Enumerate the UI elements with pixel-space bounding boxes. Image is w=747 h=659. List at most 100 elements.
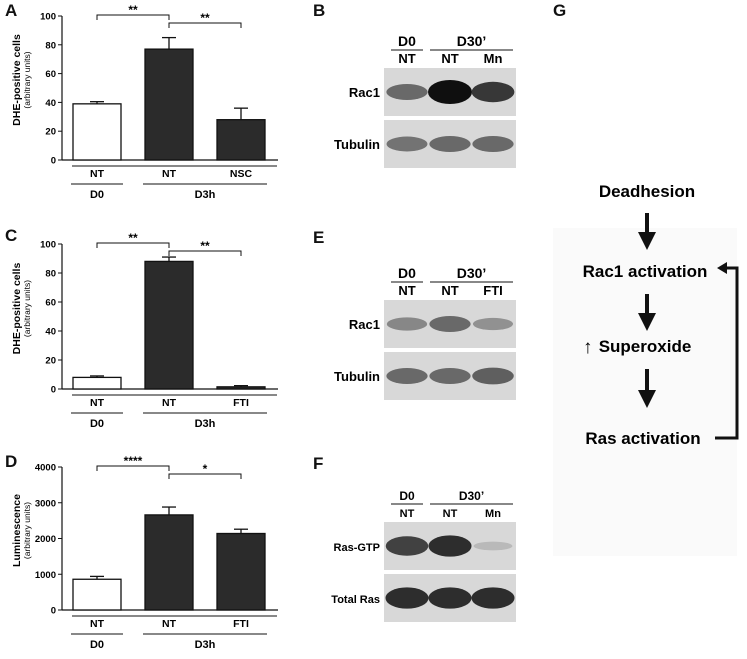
blot-band — [386, 317, 428, 331]
blot-band — [428, 535, 472, 557]
blot-band — [428, 80, 472, 104]
y-tick-label: 20 — [45, 356, 56, 367]
blot-band — [386, 84, 428, 100]
blot-band — [429, 136, 471, 152]
bar — [216, 119, 266, 161]
panel-label-g: G — [553, 1, 567, 20]
blot-band — [472, 317, 514, 331]
blot-band — [386, 368, 428, 384]
x-tick-label: NT — [90, 168, 105, 180]
step-ras-activation: Ras activation — [585, 429, 700, 448]
step-rac1-activation: Rac1 activation — [583, 262, 708, 281]
bar — [72, 376, 122, 390]
significance-label: ** — [128, 3, 138, 17]
blot-header-label: D0 — [398, 33, 416, 49]
significance-bracket — [168, 473, 242, 479]
x-tick-label: NT — [162, 397, 177, 409]
significance-label: * — [203, 462, 208, 476]
blot-lane-label: NT — [441, 283, 458, 298]
blot-band — [472, 367, 514, 385]
panel-label-d: D — [5, 452, 18, 471]
blot-lane-label: Mn — [485, 508, 501, 520]
significance-label: ** — [200, 239, 210, 253]
y-tick-label: 20 — [45, 127, 56, 138]
blot-row-label: Tubulin — [334, 369, 380, 384]
blot-band — [429, 368, 471, 384]
panel-label-c: C — [5, 226, 18, 245]
blot-row-label: Total Ras — [331, 594, 380, 606]
panel-label-a: A — [5, 1, 18, 20]
blot-lane-label: NT — [441, 51, 458, 66]
y-tick-label: 60 — [45, 298, 56, 309]
blot-band — [385, 587, 429, 609]
y-tick-label: 40 — [45, 98, 56, 109]
significance-label: **** — [124, 454, 143, 468]
x-tick-label: NT — [90, 397, 105, 409]
western-blot-e: D0 D30’ NT NT FTI Rac1 Tubulin — [334, 265, 516, 400]
y-tick-label: 3000 — [35, 498, 56, 509]
blot-row-label: Ras-GTP — [334, 542, 380, 554]
y-tick-label: 2000 — [35, 534, 56, 545]
arrow-down-icon — [638, 213, 656, 250]
group-label: D3h — [195, 189, 216, 201]
y-axis-label: DHE-positive cells — [11, 34, 23, 126]
blot-lane-label: NT — [400, 508, 415, 520]
y-tick-label: 60 — [45, 69, 56, 80]
blot-lane-label: NT — [398, 51, 415, 66]
panel-label-e: E — [313, 228, 325, 247]
bar-chart-a: DHE-positive cells (arbitrary units) 0 20 40… — [11, 3, 278, 201]
bar — [216, 532, 266, 611]
group-label: D0 — [90, 189, 104, 201]
panel-label-b: B — [313, 1, 326, 20]
x-tick-label: NT — [162, 168, 177, 180]
y-tick-label: 40 — [45, 327, 56, 338]
arrow-down-icon — [638, 294, 656, 331]
significance-bracket — [96, 14, 170, 20]
blot-lane-label: NT — [398, 283, 415, 298]
blot-band — [386, 136, 428, 152]
bar — [144, 514, 194, 611]
y-tick-label: 0 — [51, 385, 56, 396]
x-tick-label: FTI — [233, 618, 249, 630]
western-blot-b: D0 D30’ NT NT Mn Rac1 Tubulin — [334, 33, 516, 168]
x-tick-label: NT — [90, 618, 105, 630]
bar — [72, 103, 122, 161]
panel-label-f: F — [313, 454, 324, 473]
blot-row-label: Rac1 — [349, 317, 380, 332]
y-tick-label: 0 — [51, 156, 56, 167]
bar — [216, 386, 266, 390]
group-label: D3h — [195, 418, 216, 430]
y-axis-label: Luminescence — [11, 494, 23, 567]
group-label: D0 — [90, 418, 104, 430]
significance-bracket — [168, 250, 242, 256]
blot-band — [473, 541, 513, 551]
blot-band — [472, 136, 514, 152]
x-tick-label: NSC — [230, 168, 253, 180]
y-tick-label: 80 — [45, 269, 56, 280]
significance-bracket — [96, 465, 170, 471]
blot-band — [428, 587, 472, 609]
feedback-arrow-icon — [715, 262, 739, 440]
blot-header-label: D0 — [399, 489, 415, 503]
significance-label: ** — [128, 231, 138, 245]
blot-header-label: D30’ — [457, 33, 487, 49]
up-arrow-icon: ↑ — [583, 337, 593, 358]
arrow-down-icon — [638, 369, 656, 408]
blot-band — [471, 587, 515, 609]
bar-chart-d: Luminescence (arbitrary units) 0 1000 2000 30… — [11, 454, 278, 651]
group-label: D3h — [195, 639, 216, 651]
x-tick-label: FTI — [233, 397, 249, 409]
blot-lane-label: NT — [443, 508, 458, 520]
blot-band — [385, 536, 429, 556]
y-axis-sublabel: (arbitrary units) — [22, 51, 32, 108]
y-axis-sublabel: (arbitrary units) — [22, 280, 32, 337]
y-axis-label: DHE-positive cells — [11, 263, 23, 355]
y-tick-label: 1000 — [35, 570, 56, 581]
y-tick-label: 0 — [51, 606, 56, 617]
blot-row-label: Tubulin — [334, 137, 380, 152]
y-axis-sublabel: (arbitrary units) — [22, 502, 32, 559]
blot-header-label: D30’ — [457, 265, 487, 281]
step-deadhesion: Deadhesion — [599, 182, 695, 201]
blot-band — [471, 81, 515, 103]
